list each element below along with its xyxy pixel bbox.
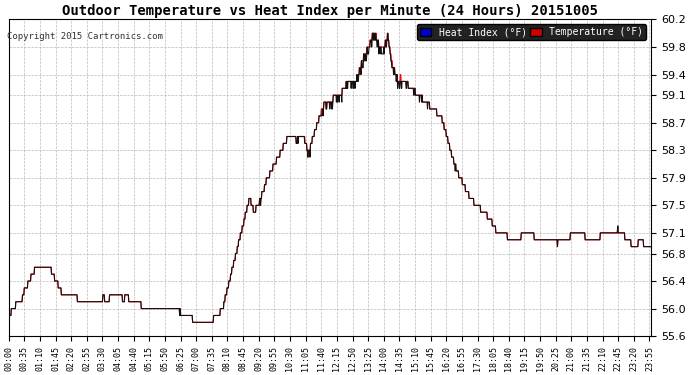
Title: Outdoor Temperature vs Heat Index per Minute (24 Hours) 20151005: Outdoor Temperature vs Heat Index per Mi…: [62, 4, 598, 18]
Legend: Heat Index (°F), Temperature (°F): Heat Index (°F), Temperature (°F): [417, 24, 647, 40]
Text: Copyright 2015 Cartronics.com: Copyright 2015 Cartronics.com: [7, 32, 163, 41]
